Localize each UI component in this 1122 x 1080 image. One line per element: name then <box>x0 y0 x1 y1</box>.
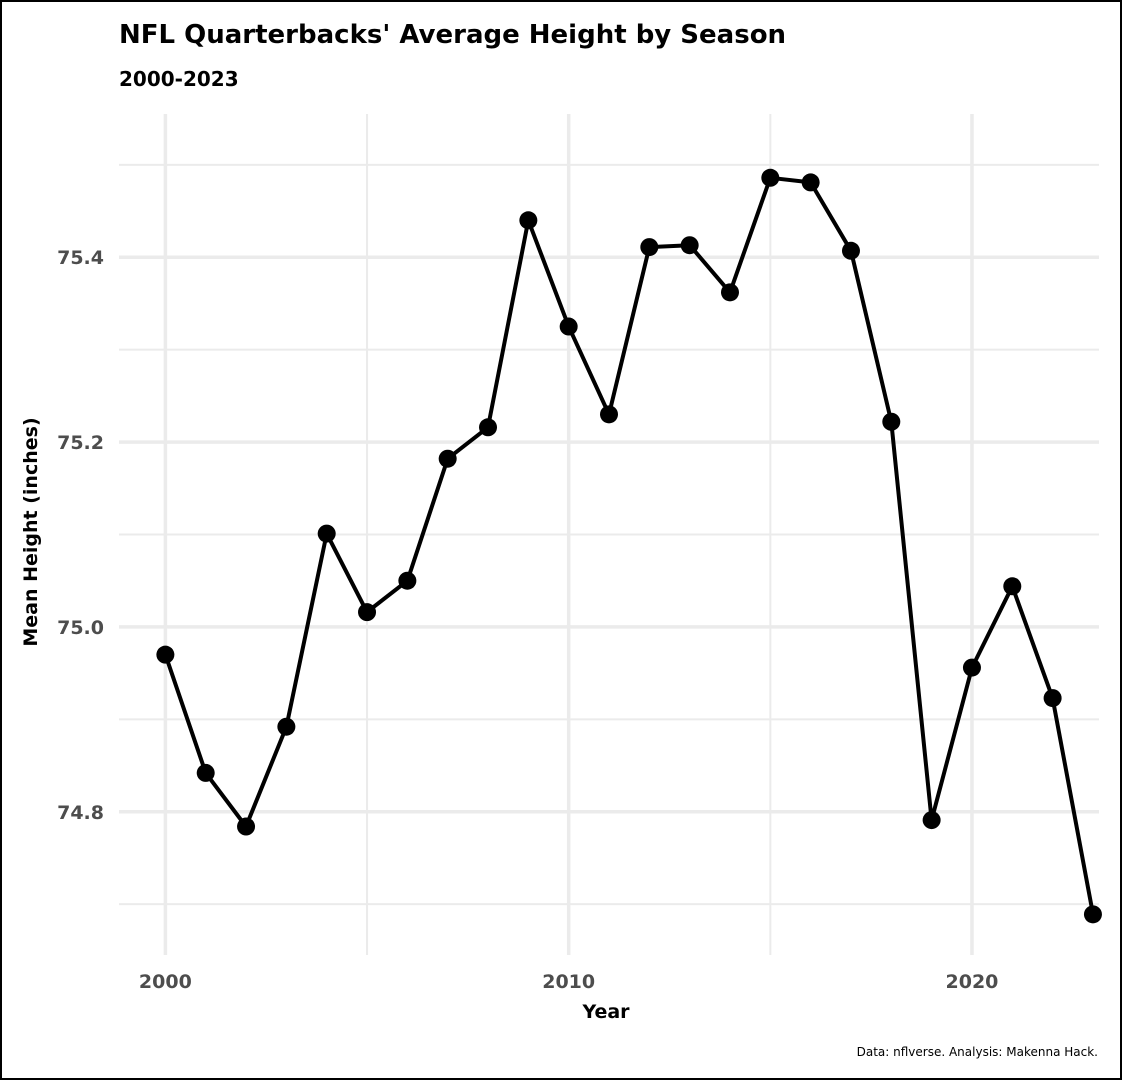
data-point <box>317 524 336 543</box>
y-axis-title: Mean Height (inches) <box>20 417 42 646</box>
y-tick-label: 75.4 <box>57 247 104 269</box>
x-tick-label: 2010 <box>542 971 595 993</box>
x-axis-ticks: 2000 2010 2020 <box>139 971 998 993</box>
data-point <box>196 763 215 782</box>
x-axis-title: Year <box>581 1001 630 1023</box>
data-point <box>519 211 538 230</box>
data-point <box>680 236 699 255</box>
data-point <box>438 449 457 468</box>
data-point <box>801 173 820 192</box>
grid <box>119 114 1099 955</box>
y-axis-ticks: 74.8 75.0 75.2 75.4 <box>57 247 104 824</box>
x-tick-label: 2020 <box>946 971 999 993</box>
data-point <box>1043 689 1062 708</box>
data-point <box>237 817 256 836</box>
data-point <box>398 571 417 590</box>
data-point <box>1003 577 1022 596</box>
data-point <box>640 238 659 257</box>
series-line <box>163 175 1095 915</box>
y-tick-label: 74.8 <box>57 802 104 824</box>
data-point <box>358 603 377 622</box>
data-point <box>962 658 981 677</box>
data-point <box>882 412 901 431</box>
series-group <box>156 168 1102 924</box>
data-point <box>761 168 780 187</box>
y-tick-label: 75.2 <box>57 432 104 454</box>
caption: Data: nflverse. Analysis: Makenna Hack. <box>857 1045 1098 1059</box>
data-point <box>1083 905 1102 924</box>
chart-subtitle: 2000-2023 <box>119 67 239 91</box>
data-point <box>841 241 860 260</box>
data-point <box>922 811 941 830</box>
data-point <box>720 283 739 302</box>
data-point <box>559 317 578 336</box>
x-tick-label: 2000 <box>139 971 192 993</box>
data-point <box>479 418 498 437</box>
y-tick-label: 75.0 <box>57 617 104 639</box>
data-point <box>277 717 296 736</box>
data-point <box>600 405 618 424</box>
data-point <box>156 645 175 664</box>
chart-title: NFL Quarterbacks' Average Height by Seas… <box>119 20 786 50</box>
